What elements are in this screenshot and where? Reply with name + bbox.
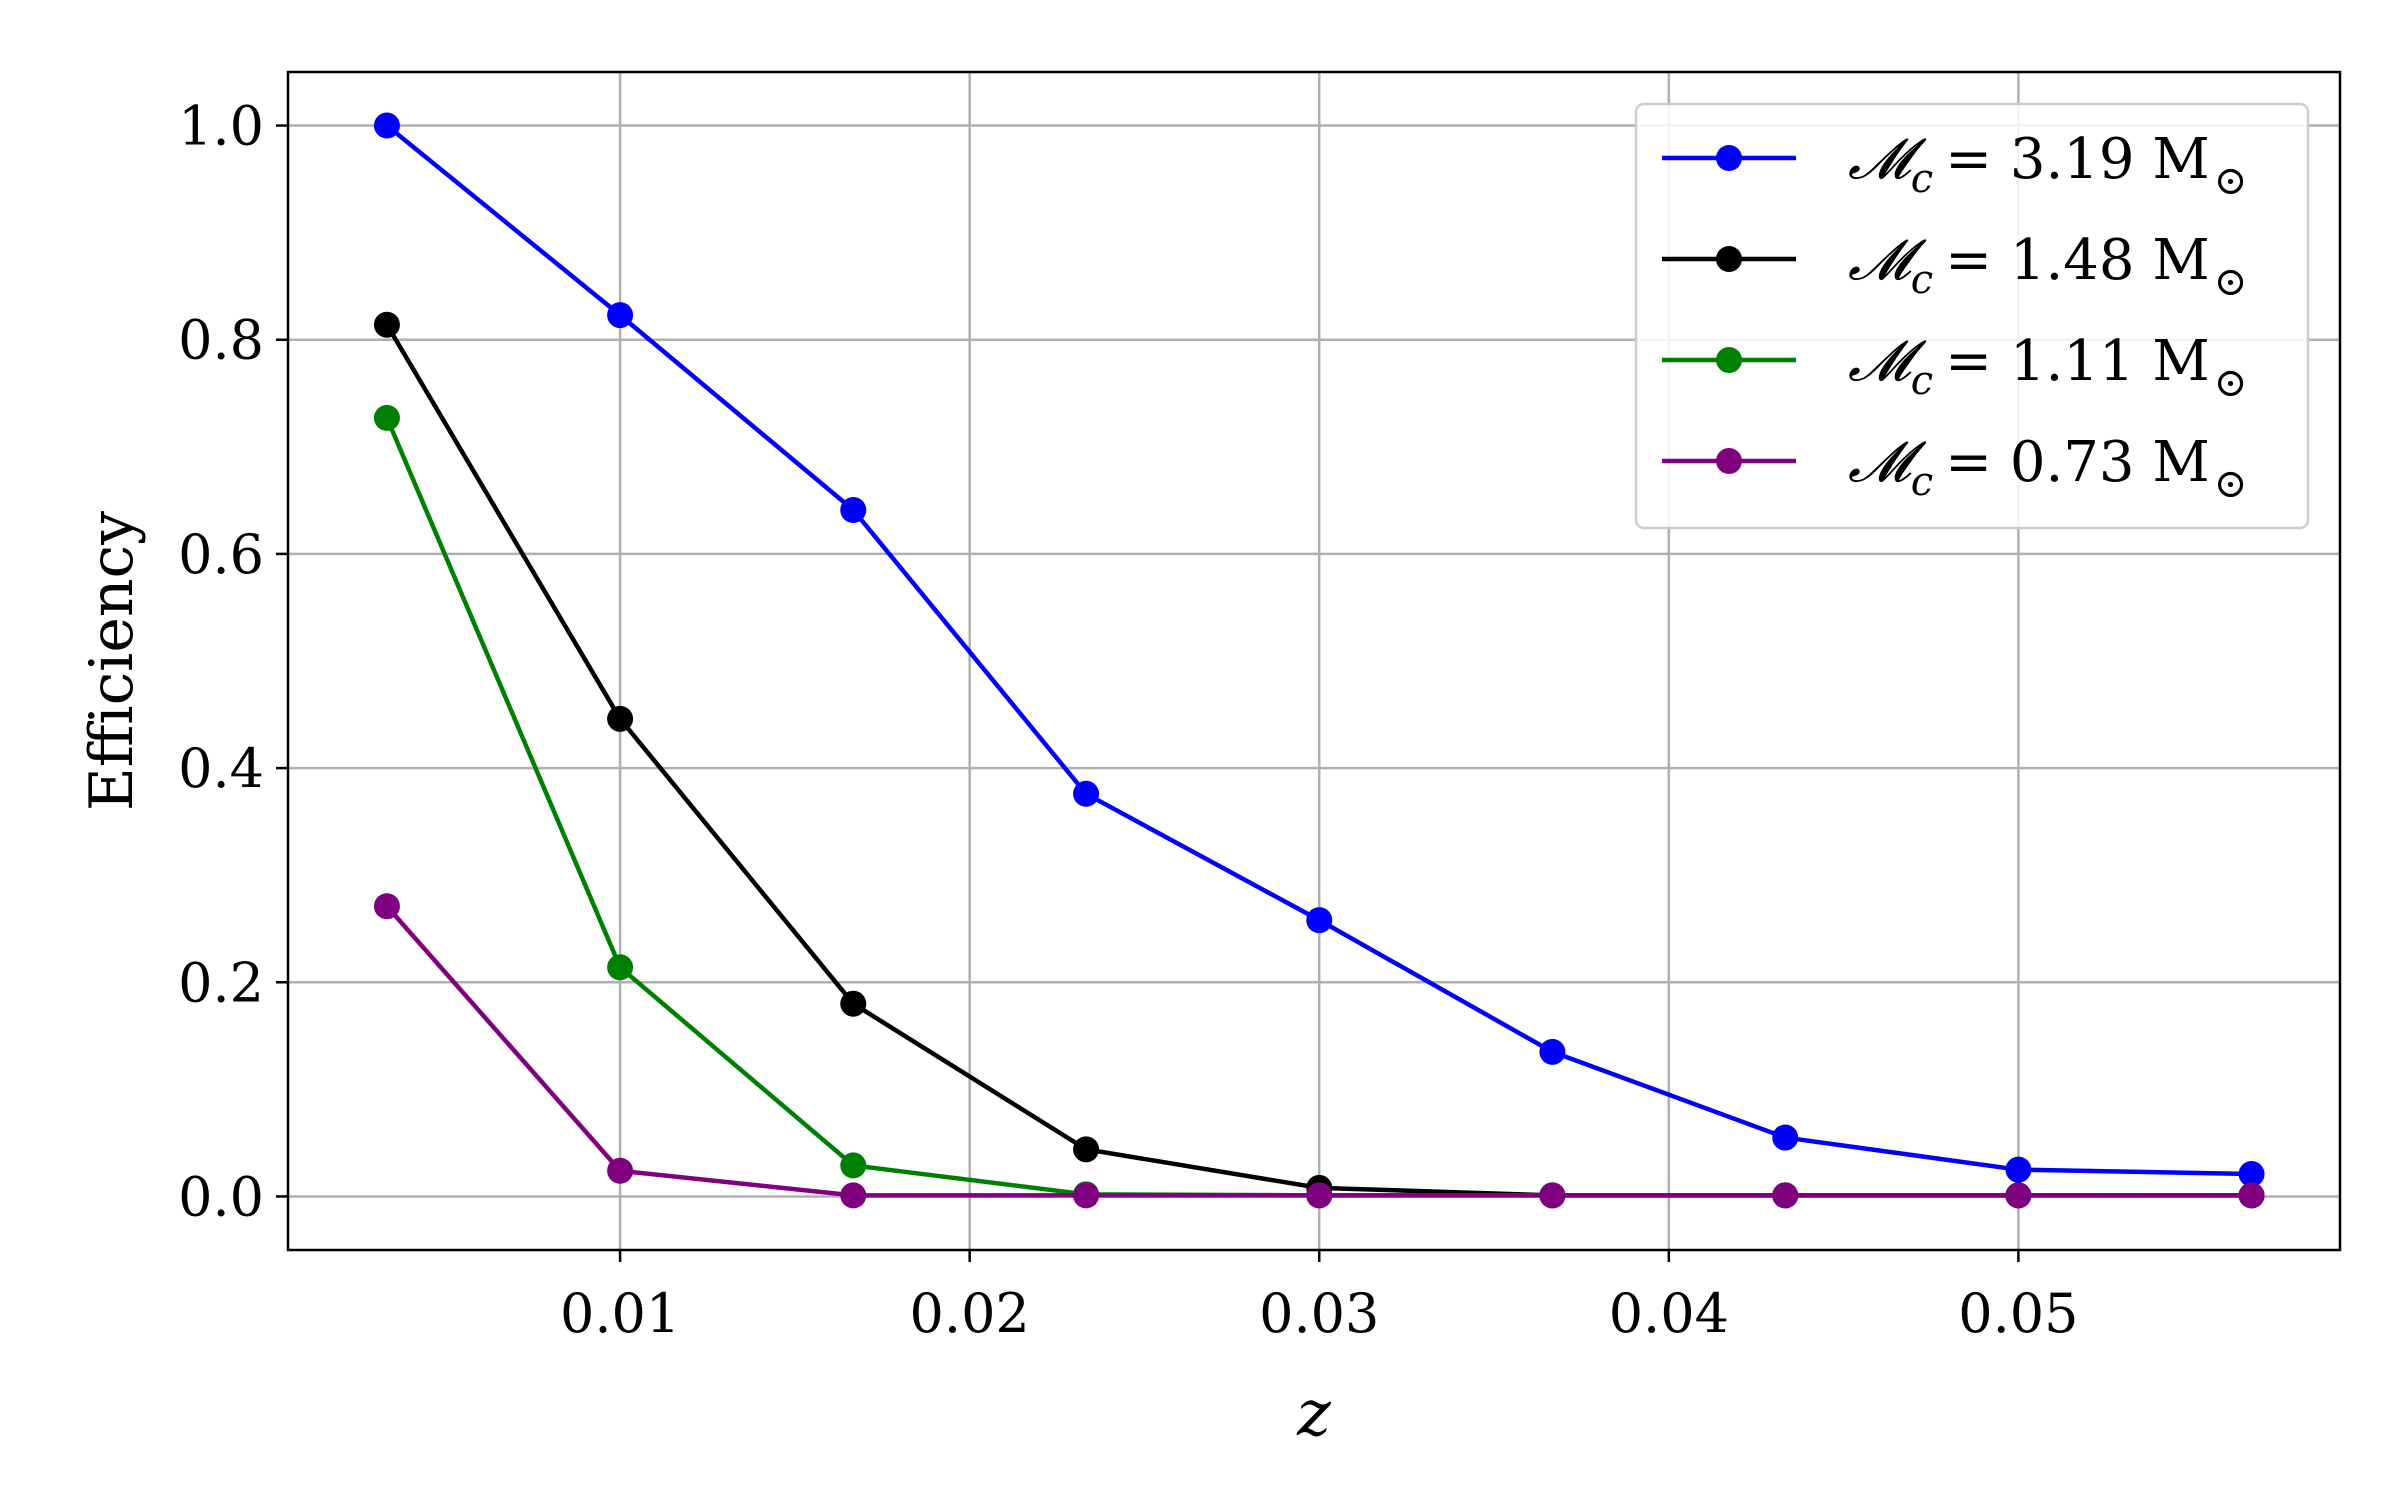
data-point (1539, 1182, 1566, 1209)
y-tick-label: 0.0 (178, 1165, 264, 1228)
data-point (1772, 1182, 1799, 1209)
data-point (607, 302, 634, 329)
legend-marker (1716, 347, 1742, 373)
data-point (840, 1152, 867, 1179)
legend-marker (1716, 145, 1742, 171)
data-point (1073, 1182, 1100, 1209)
data-point (607, 1157, 634, 1184)
y-tick-label: 0.2 (178, 951, 264, 1014)
x-tick-label: 0.02 (910, 1282, 1030, 1345)
data-point (607, 954, 634, 981)
data-point (373, 404, 400, 431)
x-axis-label: z (1296, 1377, 1332, 1451)
x-tick-label: 0.03 (1259, 1282, 1379, 1345)
legend-label: 𝓜c = 3.19 M ⊙ (1848, 127, 2247, 204)
series-3 (373, 893, 2265, 1209)
tick-layer: 0.01 0.02 0.03 0.04 0.05 0.0 0.2 0.4 0.6 0.8 1.0 (178, 95, 2078, 1345)
series-0 (373, 112, 2265, 1187)
data-point (840, 497, 867, 524)
y-tick-label: 0.8 (178, 309, 264, 372)
legend-marker (1716, 448, 1742, 474)
legend-entry-0: 𝓜c = 3.19 M ⊙ (1662, 127, 2247, 204)
y-tick-label: 0.4 (178, 737, 264, 800)
plot-frame (286, 70, 2342, 1252)
data-point (840, 990, 867, 1017)
data-point (373, 893, 400, 920)
data-point (1306, 907, 1333, 934)
data-point (2005, 1182, 2032, 1209)
data-point (2005, 1156, 2032, 1183)
data-point (373, 311, 400, 338)
x-tick-label: 0.04 (1609, 1282, 1729, 1345)
data-point (1073, 780, 1100, 807)
data-point (2238, 1182, 2265, 1209)
legend-label: 𝓜c = 1.48 M ⊙ (1848, 228, 2247, 305)
y-axis-label: Efficiency (77, 511, 147, 811)
legend-entry-2: 𝓜c = 1.11 M ⊙ (1662, 329, 2247, 406)
data-point (840, 1182, 867, 1209)
x-tick-label: 0.05 (1958, 1282, 2078, 1345)
y-tick-label: 1.0 (178, 95, 264, 158)
data-point (1772, 1124, 1799, 1151)
legend-marker (1716, 246, 1742, 272)
legend: 𝓜c = 3.19 M ⊙𝓜c = 1.48 M ⊙𝓜c = 1.11 M ⊙𝓜c = 0.7… (1634, 102, 2310, 530)
x-tick-label: 0.01 (560, 1282, 680, 1345)
data-point (2238, 1160, 2265, 1187)
data-point (1073, 1136, 1100, 1163)
y-tick-label: 0.6 (178, 523, 264, 586)
legend-label: 𝓜c = 1.11 M ⊙ (1848, 329, 2247, 406)
data-point (1306, 1182, 1333, 1209)
legend-entry-1: 𝓜c = 1.48 M ⊙ (1662, 228, 2247, 305)
data-point (607, 705, 634, 732)
series-layer (373, 112, 2265, 1209)
legend-box (1634, 102, 2310, 530)
data-point (1539, 1038, 1566, 1065)
data-point (373, 112, 400, 139)
